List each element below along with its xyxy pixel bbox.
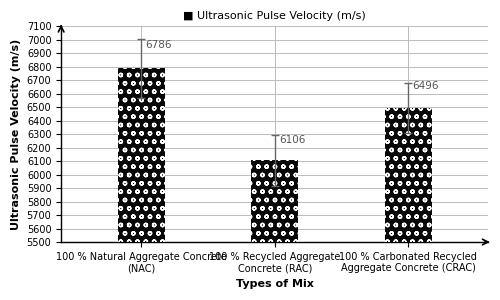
Text: 6106: 6106: [279, 135, 305, 146]
Bar: [252, 160, 298, 300]
X-axis label: Types of Mix: Types of Mix: [236, 279, 314, 289]
Text: 6496: 6496: [412, 81, 439, 91]
Bar: [118, 68, 164, 300]
Y-axis label: Ultrasonic Pulse Velocity (m/s): Ultrasonic Pulse Velocity (m/s): [11, 38, 21, 230]
Bar: [385, 108, 432, 300]
Text: 6786: 6786: [145, 40, 172, 50]
Title: ■ Ultrasonic Pulse Velocity (m/s): ■ Ultrasonic Pulse Velocity (m/s): [184, 11, 366, 21]
